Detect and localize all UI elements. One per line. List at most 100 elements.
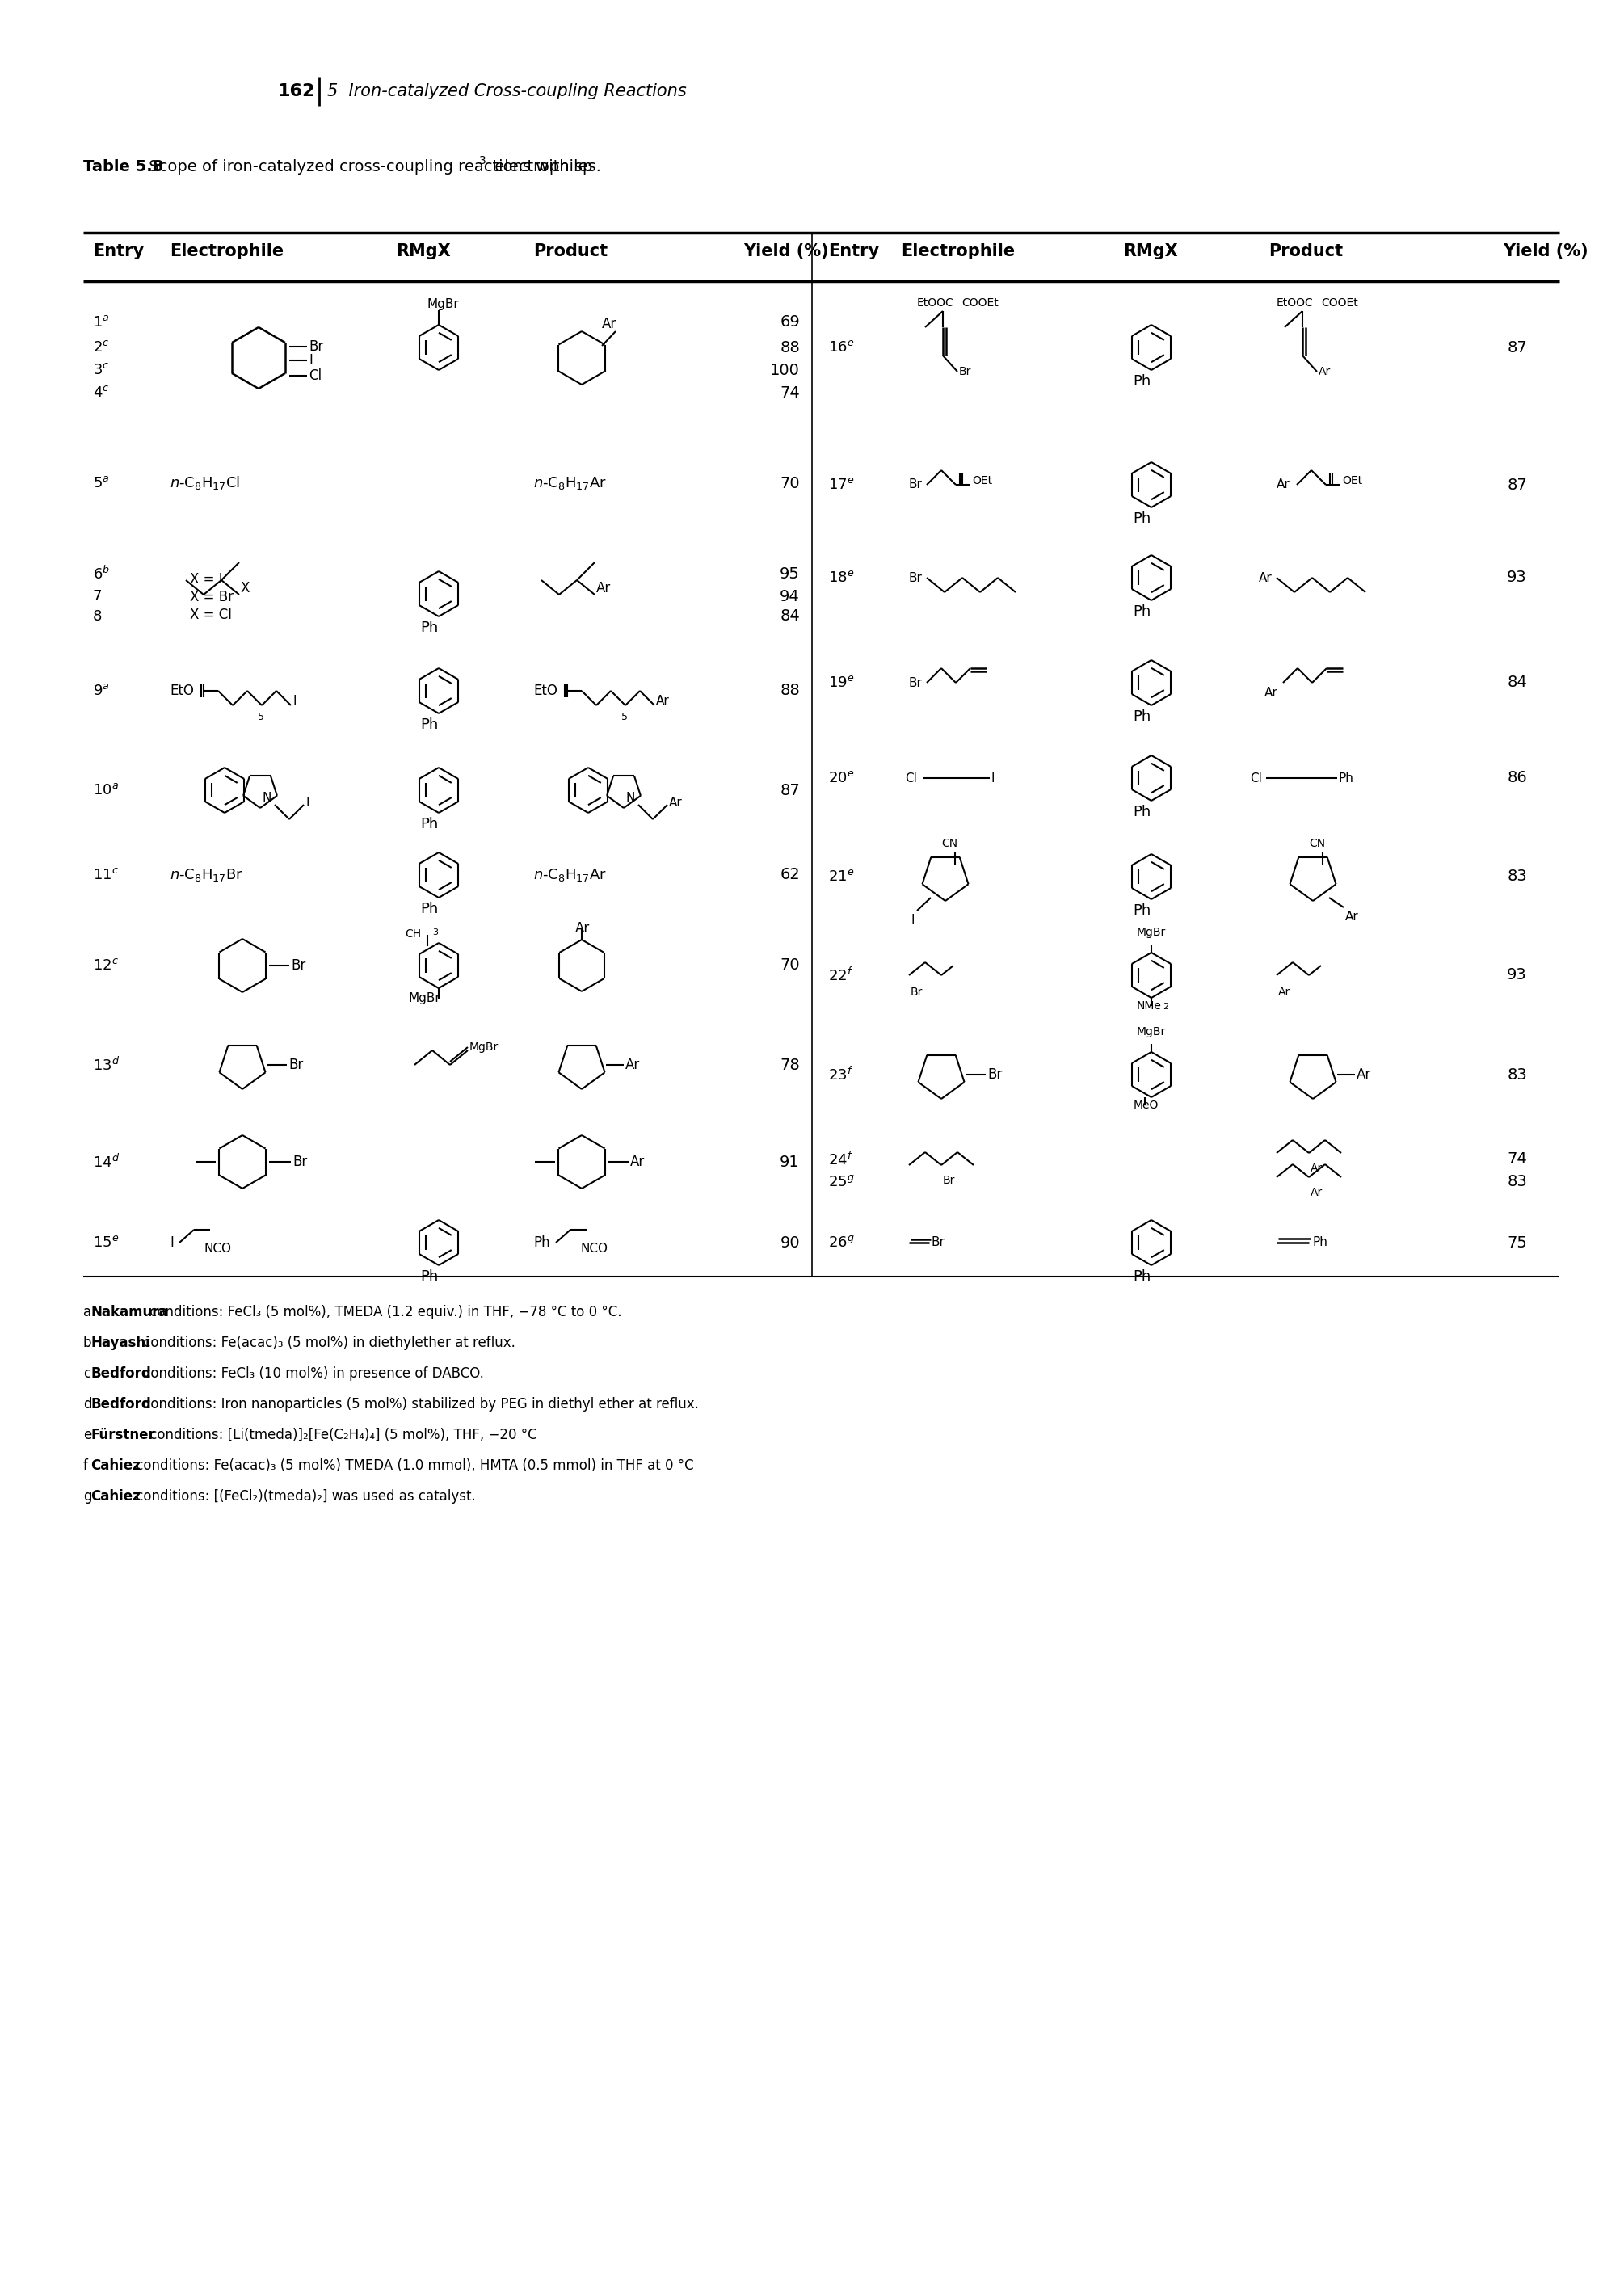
Text: Br: Br: [987, 1067, 1002, 1083]
Text: Entry: Entry: [93, 243, 145, 259]
Text: 88: 88: [780, 682, 801, 698]
Text: Ph: Ph: [1132, 373, 1151, 389]
Text: NCO: NCO: [203, 1243, 231, 1254]
Text: 88: 88: [780, 339, 801, 355]
Text: EtO: EtO: [533, 684, 557, 698]
Text: Hayashi: Hayashi: [91, 1334, 149, 1351]
Text: 75: 75: [1507, 1236, 1527, 1250]
Text: 74: 74: [780, 385, 801, 401]
Text: N: N: [625, 792, 635, 803]
Text: X: X: [240, 581, 250, 595]
Text: Ph: Ph: [1132, 710, 1151, 723]
Text: e: e: [83, 1428, 91, 1442]
Text: g: g: [83, 1490, 91, 1504]
Text: 84: 84: [1507, 675, 1527, 691]
Text: 70: 70: [780, 957, 801, 973]
Text: MgBr: MgBr: [427, 298, 458, 311]
Text: Product: Product: [1268, 243, 1343, 259]
Text: Cl: Cl: [1250, 771, 1262, 785]
Text: I: I: [911, 913, 914, 927]
Text: Ar: Ar: [575, 920, 590, 936]
Text: 16$^e$: 16$^e$: [828, 341, 854, 355]
Text: X = I: X = I: [190, 572, 222, 586]
Text: conditions: Fe(acac)₃ (5 mol%) in diethylether at reflux.: conditions: Fe(acac)₃ (5 mol%) in diethy…: [138, 1334, 515, 1351]
Text: 91: 91: [780, 1154, 801, 1170]
Text: Bedford: Bedford: [91, 1367, 151, 1380]
Text: 83: 83: [1507, 1067, 1527, 1083]
Text: 18$^e$: 18$^e$: [828, 570, 854, 586]
Text: 100: 100: [770, 362, 801, 378]
Text: Ph: Ph: [1132, 806, 1151, 819]
Text: electrophiles.: electrophiles.: [489, 160, 601, 174]
Text: I: I: [305, 797, 309, 808]
Text: Ar: Ar: [1278, 987, 1291, 998]
Text: 95: 95: [780, 565, 801, 581]
Text: MgBr: MgBr: [469, 1041, 499, 1053]
Text: 74: 74: [1507, 1151, 1527, 1167]
Text: NMe: NMe: [1137, 1000, 1161, 1012]
Text: EtO: EtO: [169, 684, 193, 698]
Text: COOEt: COOEt: [1320, 298, 1358, 309]
Text: Entry: Entry: [828, 243, 879, 259]
Text: 87: 87: [780, 783, 801, 799]
Text: Ar: Ar: [1259, 572, 1272, 584]
Text: Yield (%): Yield (%): [744, 243, 828, 259]
Text: $n$-C$_8$H$_{17}$Ar: $n$-C$_8$H$_{17}$Ar: [533, 868, 607, 884]
Text: Ph: Ph: [421, 817, 438, 831]
Text: EtOOC: EtOOC: [918, 298, 953, 309]
Text: 15$^e$: 15$^e$: [93, 1236, 119, 1250]
Text: Product: Product: [533, 243, 607, 259]
Text: CN: CN: [942, 838, 958, 849]
Text: 7: 7: [93, 588, 102, 604]
Text: 17$^e$: 17$^e$: [828, 478, 854, 492]
Text: 6$^b$: 6$^b$: [93, 565, 110, 581]
Text: Ar: Ar: [603, 316, 617, 332]
Text: 19$^e$: 19$^e$: [828, 675, 854, 689]
Text: conditions: [Li(tmeda)]₂[Fe(C₂H₄)₄] (5 mol%), THF, −20 °C: conditions: [Li(tmeda)]₂[Fe(C₂H₄)₄] (5 m…: [146, 1428, 538, 1442]
Text: Ph: Ph: [1132, 510, 1151, 526]
Text: Ar: Ar: [1345, 911, 1359, 922]
Text: Ph: Ph: [1132, 1270, 1151, 1284]
Text: 25$^g$: 25$^g$: [828, 1174, 854, 1190]
Text: b: b: [83, 1334, 91, 1351]
Text: Nakamura: Nakamura: [91, 1305, 167, 1318]
Text: 4$^c$: 4$^c$: [93, 385, 109, 401]
Text: Cahiez: Cahiez: [91, 1458, 140, 1472]
Text: Br: Br: [909, 572, 922, 584]
Text: 78: 78: [780, 1058, 801, 1074]
Text: X = Cl: X = Cl: [190, 607, 232, 623]
Text: CH: CH: [404, 929, 421, 941]
Text: 87: 87: [1507, 339, 1527, 355]
Text: Ar: Ar: [656, 696, 669, 707]
Text: Electrophile: Electrophile: [901, 243, 1015, 259]
Text: conditions: [(FeCl₂)(tmeda)₂] was used as catalyst.: conditions: [(FeCl₂)(tmeda)₂] was used a…: [132, 1490, 476, 1504]
Text: Ar: Ar: [625, 1058, 640, 1071]
Text: 93: 93: [1507, 570, 1527, 586]
Text: 9$^a$: 9$^a$: [93, 684, 109, 698]
Text: Ph: Ph: [533, 1236, 551, 1250]
Text: Cl: Cl: [309, 369, 322, 382]
Text: f: f: [83, 1458, 88, 1472]
Text: MeO: MeO: [1134, 1099, 1160, 1110]
Text: Ar: Ar: [1319, 366, 1332, 378]
Text: 14$^d$: 14$^d$: [93, 1154, 120, 1170]
Text: 1$^a$: 1$^a$: [93, 316, 109, 330]
Text: 8: 8: [93, 609, 102, 625]
Text: 10$^a$: 10$^a$: [93, 783, 119, 797]
Text: Yield (%): Yield (%): [1502, 243, 1588, 259]
Text: I: I: [292, 696, 296, 707]
Text: Br: Br: [931, 1236, 945, 1250]
Text: NCO: NCO: [580, 1243, 607, 1254]
Text: Table 5.8: Table 5.8: [83, 160, 164, 174]
Text: conditions: Fe(acac)₃ (5 mol%) TMEDA (1.0 mmol), HMTA (0.5 mmol) in THF at 0 °C: conditions: Fe(acac)₃ (5 mol%) TMEDA (1.…: [132, 1458, 693, 1472]
Text: COOEt: COOEt: [961, 298, 999, 309]
Text: 20$^e$: 20$^e$: [828, 771, 854, 785]
Text: 62: 62: [780, 868, 801, 884]
Text: 94: 94: [780, 588, 801, 604]
Text: Ph: Ph: [1312, 1236, 1327, 1250]
Text: Cahiez: Cahiez: [91, 1490, 140, 1504]
Text: 84: 84: [780, 609, 801, 625]
Text: 3: 3: [432, 929, 438, 936]
Text: Ar: Ar: [596, 581, 611, 595]
Text: $n$-C$_8$H$_{17}$Br: $n$-C$_8$H$_{17}$Br: [169, 868, 244, 884]
